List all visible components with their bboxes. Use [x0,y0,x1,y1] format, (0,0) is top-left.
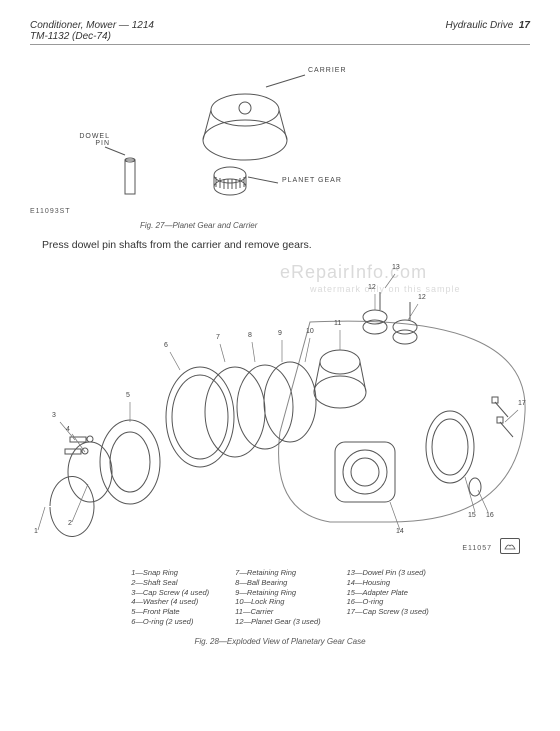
legend-item: 7—Retaining Ring [235,568,320,578]
legend-item: 16—O-ring [347,597,429,607]
figure-27: CARRIER DOWEL PIN PLANET GEAR E11093ST [30,55,530,215]
legend-item: 1—Snap Ring [131,568,209,578]
num-10: 10 [306,328,314,335]
legend-item: 12—Planet Gear (3 used) [235,617,320,627]
num-1: 1 [34,528,38,535]
fig28-refcode: E11057 [462,545,492,552]
num-14: 14 [396,528,404,535]
legend-item: 11—Carrier [235,607,320,617]
num-15: 15 [468,512,476,519]
label-planet-gear: PLANET GEAR [282,177,342,184]
legend-item: 17—Cap Screw (3 used) [347,607,429,617]
legend-col-3: 13—Dowel Pin (3 used) 14—Housing 15—Adap… [347,568,429,627]
num-8: 8 [248,332,252,339]
num-12a: 12 [368,284,376,291]
num-4: 4 [66,426,70,433]
num-5: 5 [126,392,130,399]
legend-item: 15—Adapter Plate [347,588,429,598]
num-2: 2 [68,520,72,527]
legend-col-2: 7—Retaining Ring 8—Ball Bearing 9—Retain… [235,568,320,627]
legend-item: 5—Front Plate [131,607,209,617]
legend-item: 6—O-ring (2 used) [131,617,209,627]
num-6: 6 [164,342,168,349]
fig28-caption: Fig. 28—Exploded View of Planetary Gear … [30,637,530,646]
legend-item: 10—Lock Ring [235,597,320,607]
legend-item: 14—Housing [347,578,429,588]
page-header: Conditioner, Mower — 1214 TM-1132 (Dec-7… [30,20,530,45]
label-carrier: CARRIER [308,67,347,74]
legend-item: 4—Washer (4 used) [131,597,209,607]
num-13: 13 [392,264,400,271]
num-12b: 12 [418,294,426,301]
fig28-legend: 1—Snap Ring 2—Shaft Seal 3—Cap Screw (4 … [30,568,530,627]
fig27-refcode: E11093ST [30,208,71,215]
body-paragraph: Press dowel pin shafts from the carrier … [30,238,530,252]
header-left: Conditioner, Mower — 1214 TM-1132 (Dec-7… [30,20,154,42]
legend-item: 13—Dowel Pin (3 used) [347,568,429,578]
page-number: 17 [519,20,530,31]
product-line-1: Conditioner, Mower — 1214 [30,20,154,31]
num-7: 7 [216,334,220,341]
num-17: 17 [518,400,526,407]
fig28-diagram [30,262,530,562]
legend-col-1: 1—Snap Ring 2—Shaft Seal 3—Cap Screw (4 … [131,568,209,627]
deere-logo-icon [500,538,520,554]
label-dowel-pin: DOWEL PIN [70,133,110,147]
legend-item: 2—Shaft Seal [131,578,209,588]
legend-item: 9—Retaining Ring [235,588,320,598]
figure-28: eRepairInfo.com watermark only on this s… [30,262,530,562]
num-3: 3 [52,412,56,419]
header-right: Hydraulic Drive 17 [446,20,530,42]
num-9: 9 [278,330,282,337]
section-name: Hydraulic Drive [446,20,514,31]
product-line-2: TM-1132 (Dec-74) [30,31,154,42]
num-11: 11 [334,320,341,327]
num-16: 16 [486,512,494,519]
fig27-caption: Fig. 27—Planet Gear and Carrier [140,221,530,230]
legend-item: 8—Ball Bearing [235,578,320,588]
legend-item: 3—Cap Screw (4 used) [131,588,209,598]
